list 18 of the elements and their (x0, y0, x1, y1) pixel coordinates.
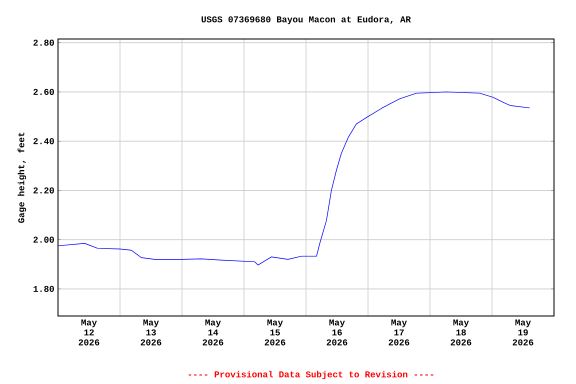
y-tick-label: 2.20 (33, 187, 54, 194)
y-tick-label: 2.00 (33, 236, 54, 243)
line-series (58, 92, 530, 266)
x-tick-label: May 13 2026 (140, 320, 162, 346)
chart-title: USGS 07369680 Bayou Macon at Eudora, AR (202, 16, 411, 24)
y-tick-label: 2.80 (33, 40, 54, 46)
y-axis-title: Gage height, feet (18, 132, 26, 223)
x-tick-label: May 16 2026 (326, 320, 348, 346)
x-tick-label: May 14 2026 (202, 320, 224, 346)
y-tick-label: 2.60 (33, 88, 54, 95)
x-tick-label: May 17 2026 (388, 320, 410, 346)
text: ---- Provisional Data Subject to Revision ---- (188, 370, 434, 380)
y-tick-label: 2.40 (33, 138, 54, 144)
x-tick-label: May 12 2026 (78, 320, 100, 346)
x-tick-label: May 19 2026 (512, 320, 534, 346)
y-tick-label: 1.80 (34, 286, 54, 292)
x-tick-label: May 15 2026 (264, 320, 286, 346)
x-tick-label: May 18 2026 (450, 320, 472, 346)
